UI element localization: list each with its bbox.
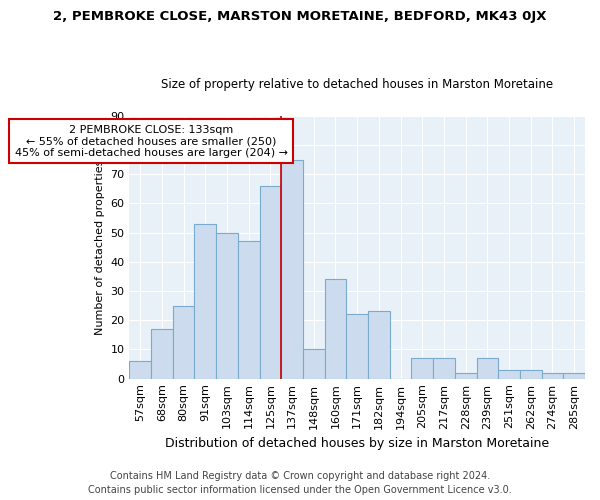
X-axis label: Distribution of detached houses by size in Marston Moretaine: Distribution of detached houses by size … [165, 437, 549, 450]
Bar [542, 373, 563, 378]
Y-axis label: Number of detached properties: Number of detached properties [95, 160, 105, 335]
Bar [498, 370, 520, 378]
Bar [173, 306, 194, 378]
Title: Size of property relative to detached houses in Marston Moretaine: Size of property relative to detached ho… [161, 78, 553, 91]
Bar [194, 224, 216, 378]
Bar [476, 358, 498, 378]
Bar [325, 280, 346, 378]
Text: 2, PEMBROKE CLOSE, MARSTON MORETAINE, BEDFORD, MK43 0JX: 2, PEMBROKE CLOSE, MARSTON MORETAINE, BE… [53, 10, 547, 23]
Bar [412, 358, 433, 378]
Bar [303, 350, 325, 378]
Bar [130, 361, 151, 378]
Text: Contains HM Land Registry data © Crown copyright and database right 2024.
Contai: Contains HM Land Registry data © Crown c… [88, 471, 512, 495]
Bar [260, 186, 281, 378]
Bar [281, 160, 303, 378]
Bar [455, 373, 476, 378]
Bar [368, 312, 390, 378]
Bar [563, 373, 585, 378]
Text: 2 PEMBROKE CLOSE: 133sqm
← 55% of detached houses are smaller (250)
45% of semi-: 2 PEMBROKE CLOSE: 133sqm ← 55% of detach… [14, 124, 287, 158]
Bar [238, 242, 260, 378]
Bar [433, 358, 455, 378]
Bar [216, 232, 238, 378]
Bar [151, 329, 173, 378]
Bar [346, 314, 368, 378]
Bar [520, 370, 542, 378]
